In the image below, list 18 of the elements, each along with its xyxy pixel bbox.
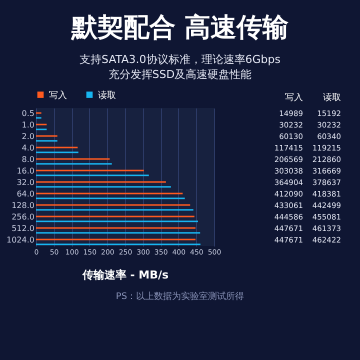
chart-subtitle: 支持SATA3.0协议标准，理论速率6Gbps 充分发挥SSD及高速硬盘性能 [78,52,282,82]
y-tick-label: 1.0 [22,120,34,130]
y-tick-label: 32.0 [16,178,34,187]
y-tick-label: 0.5 [22,108,34,118]
y-tick-label: 1024.0 [6,235,34,244]
y-tick-label: 64.0 [16,189,34,198]
y-tick-label: 128.0 [12,200,34,210]
chart-title: 默契配合 高速传输 [70,12,290,44]
legend-label: 读取 [98,90,116,101]
x-axis-title: 传输速率 - MB/s [81,268,170,282]
legend-label: 写入 [49,90,67,101]
y-tick-label: 512.0 [12,224,34,233]
y-tick-label: 16.0 [16,166,34,176]
y-tick-label: 8.0 [22,154,34,164]
y-tick-label: 4.0 [22,143,34,152]
text: PS：以上数据为实验室测试所得 [114,290,246,303]
y-tick-label: 2.0 [22,132,34,141]
y-tick-label: 256.0 [12,212,34,222]
